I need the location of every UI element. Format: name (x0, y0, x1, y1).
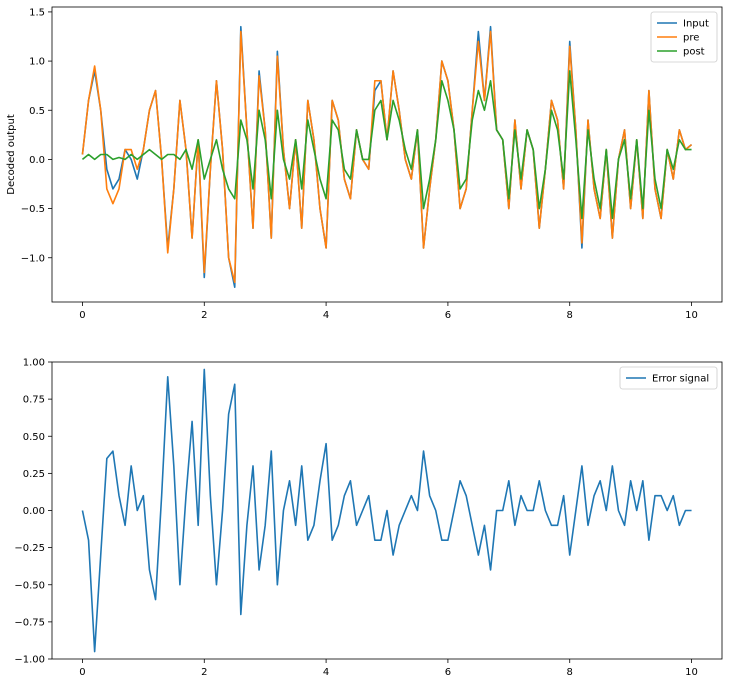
y-tick-label: 1.0 (29, 57, 45, 68)
chart-panel-2: 0 2 4 6 8 10 −1.00 −0.75 −0.50 −0.25 0.00 0.25 0.50 0… (14, 358, 723, 678)
legend-entry: Error signal (652, 374, 709, 385)
y-tick-label: 0.5 (29, 106, 45, 117)
x-tick-label: 0 (79, 310, 85, 321)
y-axis-label: Decoded output (6, 114, 17, 195)
legend-entry: post (683, 47, 705, 58)
x-tick-label: 6 (445, 667, 451, 678)
plot-area (81, 25, 693, 289)
y-tick-label: 0.0 (29, 155, 45, 166)
plot-area (81, 368, 692, 653)
x-tick-label: 2 (201, 667, 207, 678)
y-tick-label: 0.25 (23, 469, 45, 480)
x-tick-label: 6 (445, 310, 451, 321)
legend-box (619, 366, 718, 390)
y-tick-label: −0.5 (21, 204, 45, 215)
x-tick-label: 0 (79, 667, 85, 678)
legend-entry: Input (683, 19, 709, 30)
x-tick-label: 4 (323, 310, 329, 321)
series-line-error-signal (81, 368, 692, 653)
x-tick-label: 8 (567, 310, 573, 321)
y-tick-label: 0.75 (23, 395, 45, 406)
y-tick-label: −1.00 (14, 655, 45, 666)
series-line-pre (81, 30, 693, 284)
y-tick-label: −0.25 (14, 543, 45, 554)
legend: Input pre post (650, 11, 718, 63)
axes-frame (51, 6, 723, 303)
chart-panel-1: 0 2 4 6 8 10 −1.0 −0.5 0.0 0.5 1.0 1.5 Decoded outpu… (6, 6, 723, 321)
series-line-input (81, 25, 693, 289)
y-tick-label: −0.75 (14, 617, 45, 628)
y-tick-label: 1.5 (29, 7, 45, 18)
y-tick-label: 0.50 (23, 432, 45, 443)
x-tick-label: 4 (323, 667, 329, 678)
y-tick-label: 0.00 (23, 506, 45, 517)
x-tick-label: 8 (567, 667, 573, 678)
y-tick-label: −1.0 (21, 253, 45, 264)
legend-entry: pre (683, 33, 699, 44)
x-tick-label: 2 (201, 310, 207, 321)
series-line-post (81, 70, 692, 220)
x-tick-label: 10 (685, 667, 698, 678)
legend: Error signal (619, 366, 718, 390)
x-tick-label: 10 (685, 310, 698, 321)
y-tick-label: −0.50 (14, 580, 45, 591)
y-tick-label: 1.00 (23, 358, 45, 369)
legend-box (650, 11, 718, 63)
